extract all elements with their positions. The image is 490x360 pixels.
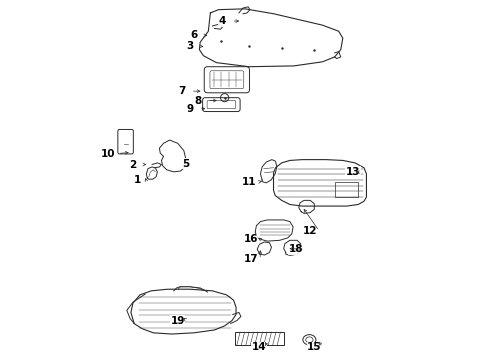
Bar (335, 182, 358, 197)
Text: 2: 2 (129, 159, 137, 170)
Bar (235, 332, 284, 345)
Text: 8: 8 (195, 95, 202, 105)
Text: 1: 1 (133, 175, 141, 185)
Text: 3: 3 (186, 41, 194, 51)
Text: 19: 19 (171, 316, 185, 325)
Text: 6: 6 (191, 30, 197, 40)
Text: 15: 15 (307, 342, 321, 352)
Text: 9: 9 (186, 104, 194, 114)
Text: 13: 13 (346, 167, 360, 177)
Text: 16: 16 (244, 234, 258, 244)
Text: 17: 17 (244, 255, 258, 265)
Text: 11: 11 (242, 177, 256, 187)
Text: 10: 10 (101, 149, 116, 158)
Text: 14: 14 (252, 342, 267, 352)
Text: 12: 12 (303, 226, 318, 236)
Text: 18: 18 (289, 244, 303, 254)
Text: 5: 5 (182, 159, 190, 169)
Text: 4: 4 (219, 16, 226, 26)
Text: 7: 7 (178, 86, 186, 96)
